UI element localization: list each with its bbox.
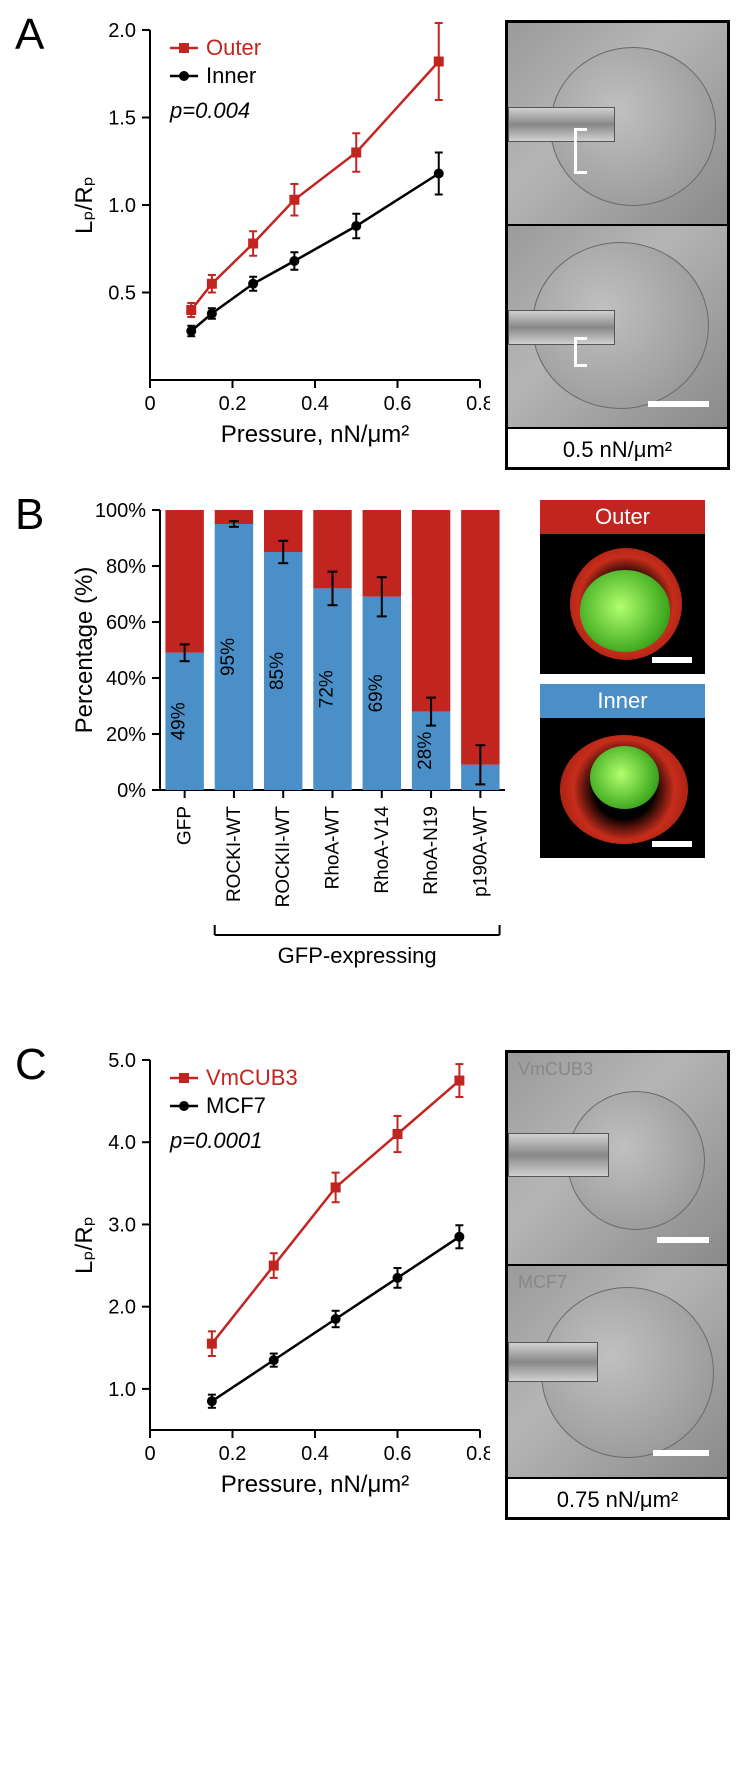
panel-a-image-caption: 0.5 nN/μm² (508, 429, 727, 467)
panel-c-image-caption: 0.75 nN/μm² (508, 1479, 727, 1517)
inner-label-box: Inner (540, 684, 705, 718)
svg-text:69%: 69% (366, 674, 387, 712)
svg-text:VmCUB3: VmCUB3 (206, 1065, 298, 1090)
panel-b-fluor-inner (540, 718, 705, 858)
panel-c-top-label: VmCUB3 (518, 1059, 593, 1080)
svg-text:p=0.004: p=0.004 (169, 98, 250, 123)
svg-text:Percentage (%): Percentage (%) (71, 567, 98, 734)
svg-text:Pressure, nN/μm²: Pressure, nN/μm² (221, 1471, 410, 1498)
svg-text:0.4: 0.4 (301, 1443, 329, 1465)
svg-text:RhoA-N19: RhoA-N19 (421, 806, 442, 895)
panel-a: A 00.20.40.60.80.51.01.52.0Pressure, nN/… (20, 20, 730, 470)
svg-text:1.0: 1.0 (108, 1379, 136, 1401)
svg-text:MCF7: MCF7 (206, 1093, 266, 1118)
svg-text:Outer: Outer (206, 35, 261, 60)
panel-b-chart: 0% 20% 40% 60% 80% 100% Percentage (%) 49% GFP 95… (70, 500, 515, 1020)
svg-text:GFP: GFP (175, 806, 196, 845)
panel-c-image-top: VmCUB3 (508, 1053, 727, 1266)
panel-b: B 0%20%40%60%80%100%Percentage (%)49%GFP… (20, 500, 730, 1020)
panel-c-images: VmCUB3 MCF7 0.75 nN/μm² (505, 1050, 730, 1520)
svg-text:80%: 80% (106, 556, 146, 578)
panel-b-label: B (15, 490, 44, 540)
svg-text:p190A-WT: p190A-WT (470, 806, 491, 897)
panel-a-image-bottom (508, 226, 727, 429)
panel-a-image-top (508, 23, 727, 226)
svg-text:1.5: 1.5 (108, 108, 136, 130)
svg-text:72%: 72% (317, 670, 338, 708)
outer-label-box: Outer (540, 500, 705, 534)
svg-text:0.2: 0.2 (219, 1443, 247, 1465)
panel-c-bottom-label: MCF7 (518, 1272, 567, 1293)
svg-text:0.8: 0.8 (466, 393, 490, 415)
svg-text:1.0: 1.0 (108, 195, 136, 217)
svg-text:GFP-expressing: GFP-expressing (278, 943, 437, 968)
svg-text:ROCKII-WT: ROCKII-WT (273, 806, 294, 908)
svg-text:40%: 40% (106, 668, 146, 690)
svg-text:p=0.0001: p=0.0001 (169, 1128, 262, 1153)
svg-text:2.0: 2.0 (108, 20, 136, 42)
svg-text:Lₚ/Rₚ: Lₚ/Rₚ (71, 176, 98, 234)
svg-text:5.0: 5.0 (108, 1050, 136, 1072)
figure-root: A 00.20.40.60.80.51.01.52.0Pressure, nN/… (20, 20, 730, 1520)
svg-text:85%: 85% (267, 652, 288, 690)
panel-c-image-bottom: MCF7 (508, 1266, 727, 1479)
svg-text:2.0: 2.0 (108, 1297, 136, 1319)
svg-text:3.0: 3.0 (108, 1214, 136, 1236)
svg-text:0.8: 0.8 (466, 1443, 490, 1465)
svg-text:RhoA-WT: RhoA-WT (323, 806, 344, 890)
svg-text:4.0: 4.0 (108, 1132, 136, 1154)
svg-text:49%: 49% (169, 702, 190, 740)
svg-text:100%: 100% (95, 500, 146, 522)
svg-text:0: 0 (144, 1443, 155, 1465)
svg-text:Inner: Inner (206, 63, 256, 88)
svg-text:60%: 60% (106, 612, 146, 634)
svg-text:0.6: 0.6 (384, 393, 412, 415)
panel-c: C 00.20.40.60.81.02.03.04.05.0Pressure, … (20, 1050, 730, 1520)
svg-text:0.6: 0.6 (384, 1443, 412, 1465)
svg-text:RhoA-V14: RhoA-V14 (372, 806, 393, 894)
svg-text:0.5: 0.5 (108, 283, 136, 305)
svg-text:0: 0 (144, 393, 155, 415)
svg-text:28%: 28% (415, 732, 436, 770)
svg-text:Pressure, nN/μm²: Pressure, nN/μm² (221, 421, 410, 448)
svg-text:Lₚ/Rₚ: Lₚ/Rₚ (71, 1216, 98, 1274)
panel-b-fluor-outer (540, 534, 705, 674)
panel-c-label: C (15, 1040, 47, 1090)
panel-c-chart: 0 0.2 0.4 0.6 0.8 1.0 2.0 3.0 4.0 5.0 Pressure, nN… (70, 1050, 490, 1500)
panel-a-images: 0.5 nN/μm² (505, 20, 730, 470)
panel-a-chart: 0 0.2 0.4 0.6 0.8 0.5 1.0 1.5 2.0 Pressure, nN/μm… (70, 20, 490, 450)
panel-b-side-images: Outer Inner (540, 500, 705, 868)
svg-text:0.2: 0.2 (219, 393, 247, 415)
panel-a-label: A (15, 10, 44, 60)
svg-text:20%: 20% (106, 724, 146, 746)
svg-text:95%: 95% (218, 638, 239, 676)
svg-text:0.4: 0.4 (301, 393, 329, 415)
svg-text:0%: 0% (117, 780, 146, 802)
svg-text:ROCKI-WT: ROCKI-WT (224, 806, 245, 902)
